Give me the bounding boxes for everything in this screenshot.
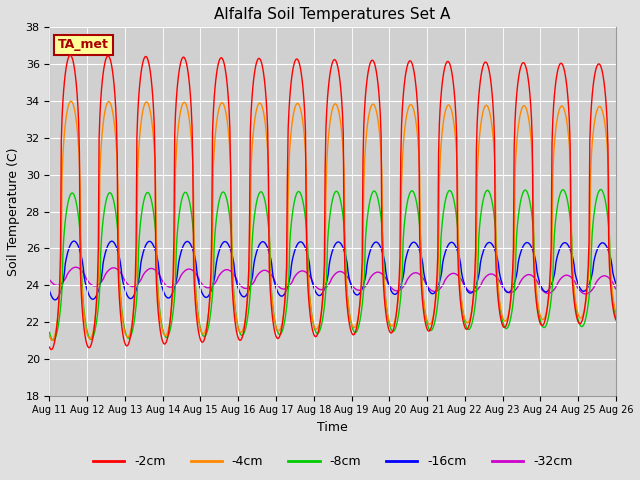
Legend: -2cm, -4cm, -8cm, -16cm, -32cm: -2cm, -4cm, -8cm, -16cm, -32cm	[88, 450, 577, 473]
Y-axis label: Soil Temperature (C): Soil Temperature (C)	[7, 147, 20, 276]
X-axis label: Time: Time	[317, 421, 348, 434]
Text: TA_met: TA_met	[58, 38, 109, 51]
Title: Alfalfa Soil Temperatures Set A: Alfalfa Soil Temperatures Set A	[214, 7, 451, 22]
